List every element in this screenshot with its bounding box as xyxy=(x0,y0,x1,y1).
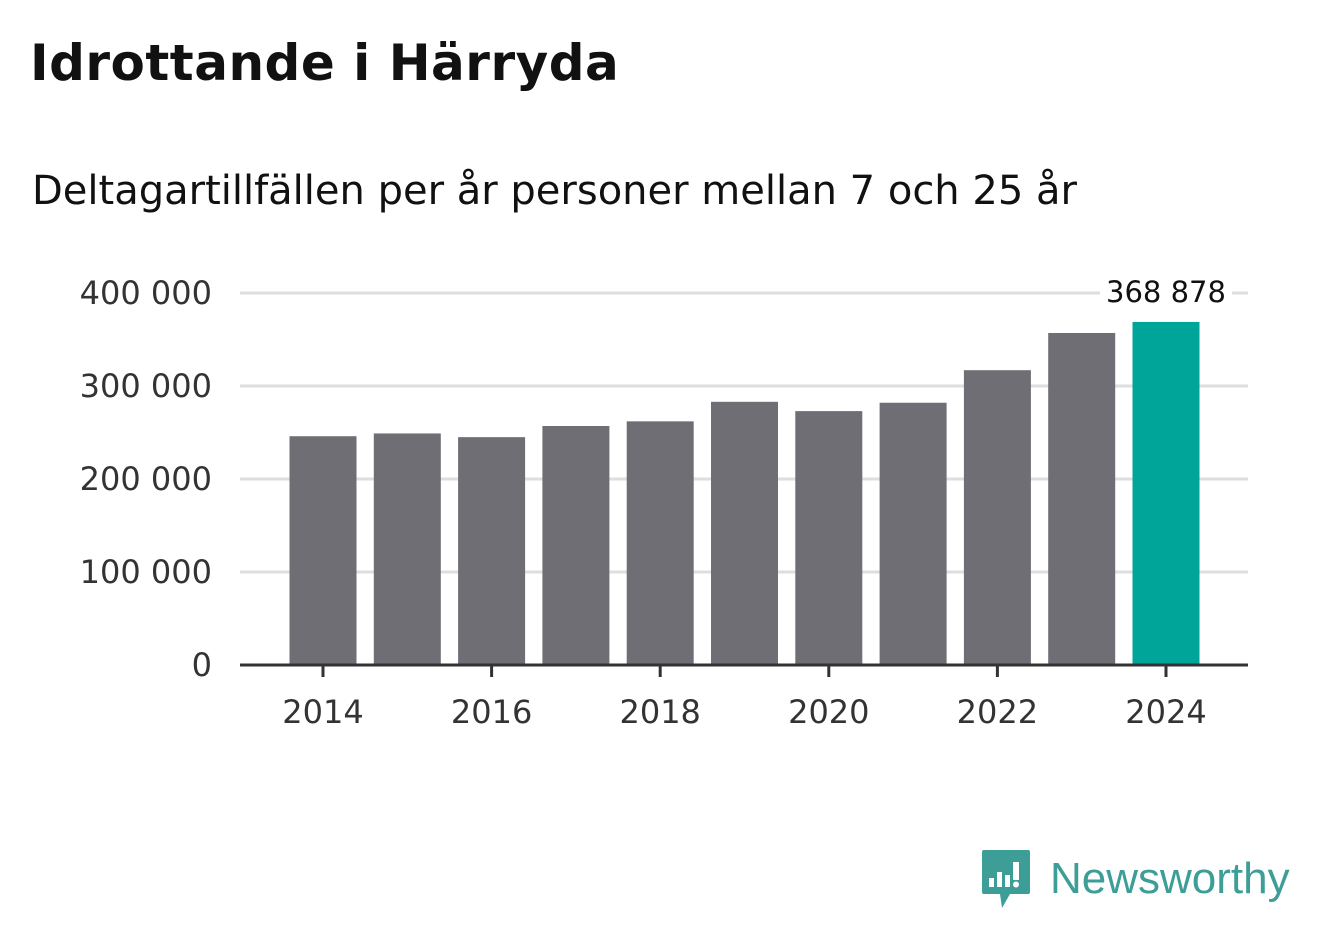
chart-title: Idrottande i Härryda xyxy=(30,34,620,92)
bar xyxy=(626,421,694,665)
x-tick-label: 2020 xyxy=(788,693,869,731)
bar xyxy=(963,370,1031,665)
y-tick-label: 0 xyxy=(192,646,212,684)
bar xyxy=(879,402,947,665)
y-tick-label: 400 000 xyxy=(80,274,212,312)
chart-subtitle: Deltagartillfällen per år personer mella… xyxy=(32,168,1077,214)
bar xyxy=(542,425,610,665)
bar xyxy=(795,411,863,665)
y-tick-label: 100 000 xyxy=(80,553,212,591)
x-tick-label: 2014 xyxy=(282,693,363,731)
y-tick-label: 300 000 xyxy=(80,367,212,405)
bar xyxy=(373,433,441,665)
labels: 0 100 000 200 000 300 000 400 000 2014 2016 201… xyxy=(80,272,1232,731)
x-tick-label: 2022 xyxy=(957,693,1038,731)
bar xyxy=(711,401,778,665)
bar xyxy=(1048,332,1116,665)
brand-name: Newsworthy xyxy=(1050,854,1290,903)
bars xyxy=(289,321,1200,665)
axes xyxy=(240,663,1248,677)
highlight-bar xyxy=(1132,321,1200,665)
x-tick-label: 2024 xyxy=(1125,693,1206,731)
highlight-label-background xyxy=(1100,272,1232,311)
x-tick-label: 2018 xyxy=(619,693,700,731)
bar xyxy=(289,436,357,665)
x-tick-label: 2016 xyxy=(451,693,532,731)
highlight-value-label: 368 878 xyxy=(1106,275,1226,309)
y-tick-label: 200 000 xyxy=(80,460,212,498)
bar xyxy=(458,437,526,665)
newsworthy-logo-icon xyxy=(982,850,1030,908)
brand-logo: Newsworthy xyxy=(980,848,1290,910)
